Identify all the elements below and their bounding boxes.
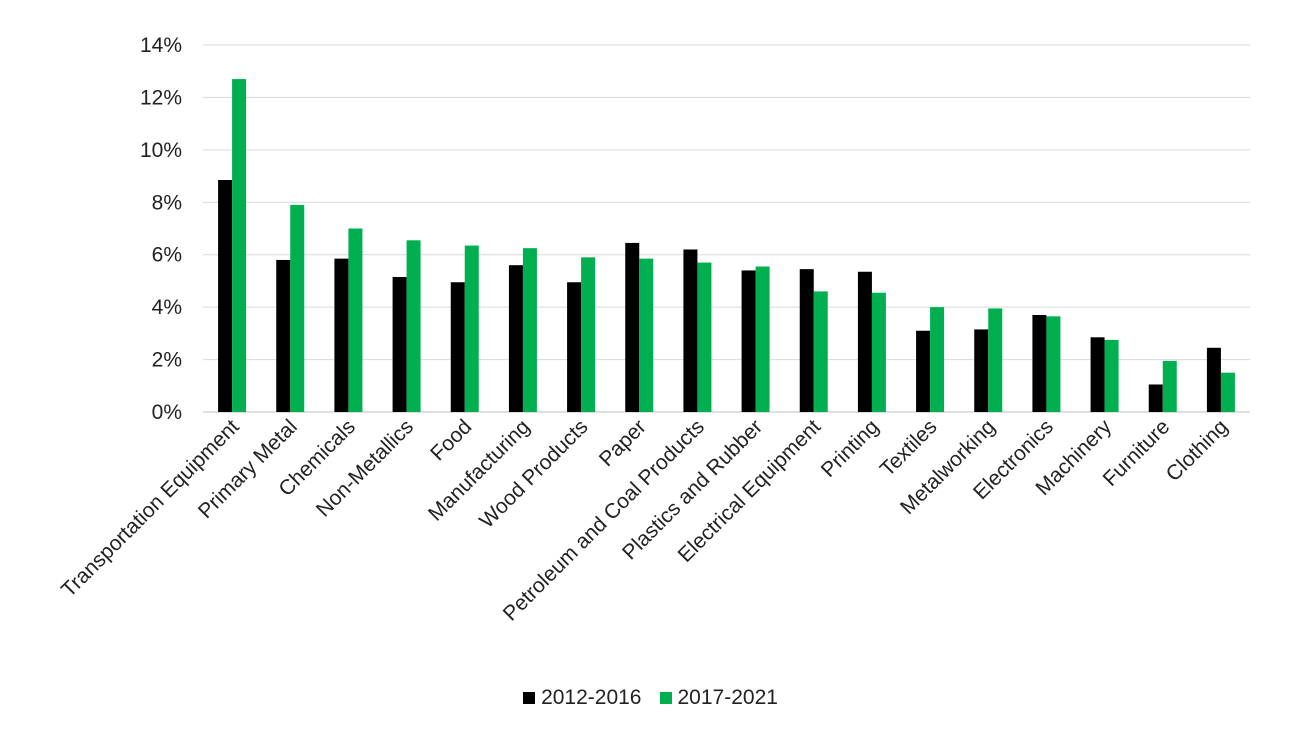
y-tick-label: 10%	[140, 139, 182, 162]
y-tick-label: 6%	[152, 244, 182, 267]
bar-series-1	[1032, 315, 1047, 412]
bar-series-1	[450, 282, 465, 412]
bar-series-1	[1206, 347, 1221, 412]
bar-series-1	[218, 180, 233, 412]
y-tick-label: 12%	[140, 86, 182, 109]
bar-series-2	[813, 291, 828, 412]
legend-swatch-series-2	[659, 692, 672, 704]
bar-series-2	[871, 292, 886, 412]
y-tick-label: 2%	[152, 349, 182, 372]
bar-series-2	[464, 245, 479, 412]
bar-series-2	[930, 307, 945, 412]
bar-series-1	[974, 329, 989, 412]
legend-label-series-2: 2017-2021	[677, 686, 778, 709]
bar-series-2	[1046, 316, 1061, 412]
y-tick-label: 0%	[152, 401, 182, 424]
x-tick-label: Printing	[817, 415, 884, 482]
bar-series-1	[1090, 337, 1105, 412]
bar-series-1	[625, 242, 640, 412]
x-tick-label: Clothing	[1162, 415, 1233, 486]
legend: 2012-2016 2017-2021	[0, 686, 1301, 710]
y-tick-label: 4%	[152, 296, 182, 319]
y-tick-label: 14%	[140, 34, 182, 57]
bar-series-2	[406, 240, 421, 412]
bar-series-2	[581, 257, 596, 412]
bar-series-2	[1220, 372, 1235, 412]
bar-series-1	[857, 271, 872, 412]
x-tick-label: Paper	[595, 415, 651, 471]
bar-series-2	[1162, 360, 1177, 412]
x-tick-label: Wood Products	[475, 415, 593, 533]
bar-series-2	[522, 248, 537, 412]
bar-series-1	[392, 276, 407, 412]
bar-series-1	[508, 265, 523, 412]
bar-series-1	[276, 259, 291, 412]
bar-series-1	[1148, 384, 1163, 412]
x-tick-label: Food	[426, 415, 476, 465]
bar-series-1	[799, 269, 814, 412]
bar-series-1	[334, 258, 349, 412]
legend-item-series-2: 2017-2021	[659, 686, 778, 710]
bar-series-2	[755, 266, 770, 412]
legend-label-series-1: 2012-2016	[541, 686, 642, 709]
bar-series-2	[290, 204, 305, 412]
bar-series-1	[916, 330, 931, 412]
legend-item-series-1: 2012-2016	[523, 686, 642, 710]
bar-series-2	[1104, 339, 1119, 412]
bar-series-2	[988, 308, 1003, 412]
bar-series-1	[683, 249, 698, 412]
y-tick-label: 8%	[152, 191, 182, 214]
legend-swatch-series-1	[523, 692, 536, 704]
bar-series-1	[567, 282, 582, 412]
bar-series-2	[697, 262, 712, 412]
bar-series-2	[639, 258, 654, 412]
bar-series-2	[232, 79, 247, 412]
bar-series-1	[741, 270, 756, 412]
x-tick-label: Manufacturing	[424, 415, 534, 525]
bar-series-2	[348, 228, 363, 412]
